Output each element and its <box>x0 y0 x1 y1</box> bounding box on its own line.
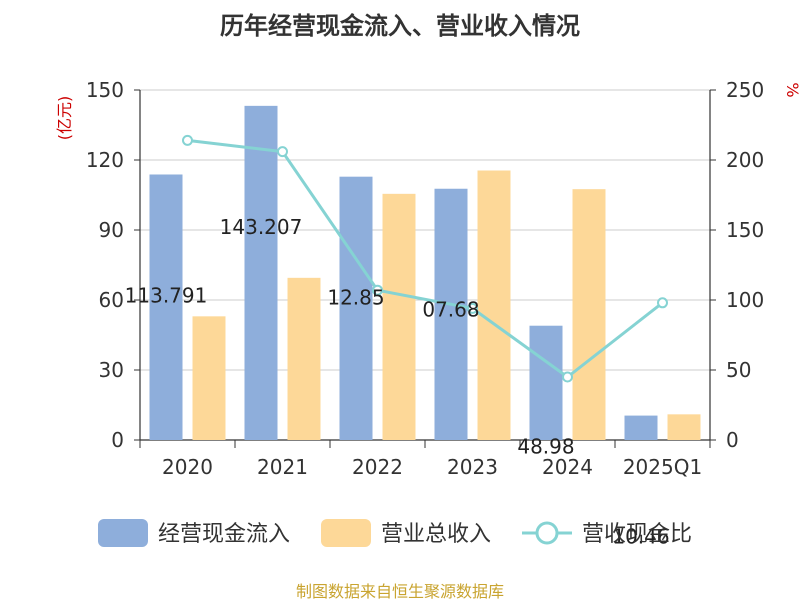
bar-cash-inflow <box>149 174 183 440</box>
data-label: 143.207 <box>220 215 303 239</box>
line-point <box>182 134 193 146</box>
chart-title: 历年经营现金流入、营业收入情况 <box>220 12 580 40</box>
bar-revenue <box>382 193 416 440</box>
x-tick-label: 2024 <box>542 455 593 479</box>
x-tick-label: 2021 <box>257 455 308 479</box>
y-left-tick-label: 90 <box>99 218 124 242</box>
data-label: 48.98 <box>517 435 574 459</box>
bar-revenue <box>572 189 606 440</box>
line-point <box>657 297 668 309</box>
line-cash-revenue-ratio <box>187 138 664 379</box>
bar-cash-inflow <box>339 176 373 440</box>
x-tick-label: 2022 <box>352 455 403 479</box>
source-note: 制图数据来自恒生聚源数据库 <box>295 582 504 601</box>
y-right-tick-label: 200 <box>726 148 764 172</box>
y-right-unit: % <box>783 82 800 97</box>
y-left-tick-label: 60 <box>99 288 124 312</box>
data-label: 113.791 <box>125 283 208 307</box>
y-right-tick-label: 150 <box>726 218 764 242</box>
bar-revenue <box>667 414 701 440</box>
y-right-tick-label: 250 <box>726 78 764 102</box>
line-point <box>372 284 383 296</box>
y-left-unit: (亿元) <box>55 96 74 141</box>
x-tick-label: 2023 <box>447 455 498 479</box>
bar-cash-inflow <box>244 105 278 440</box>
legend-swatch-ratio-marker <box>535 521 559 545</box>
legend-swatch-cash-inflow <box>98 519 148 547</box>
data-label: 12.85 <box>327 286 384 310</box>
bar-revenue <box>287 277 321 440</box>
legend-label-ratio: 营收现金比 <box>582 522 692 547</box>
bar-cash-inflow <box>624 415 658 440</box>
bar-cash-inflow <box>434 188 468 440</box>
bar-revenue <box>477 170 511 440</box>
data-label: 10.46 <box>612 525 669 549</box>
line-point <box>562 371 573 383</box>
x-tick-label: 2020 <box>162 455 213 479</box>
bar-cash-inflow <box>529 325 563 440</box>
x-tick-label: 2025Q1 <box>623 455 702 479</box>
legend-label-revenue: 营业总收入 <box>381 522 491 547</box>
y-right-tick-label: 50 <box>726 358 751 382</box>
y-left-tick-label: 120 <box>86 148 124 172</box>
line-point <box>277 146 288 158</box>
data-label: 07.68 <box>422 298 479 322</box>
legend-label-cash-inflow: 经营现金流入 <box>158 522 290 547</box>
y-right-tick-label: 100 <box>726 288 764 312</box>
y-right-tick-label: 0 <box>726 428 739 452</box>
line-point <box>467 302 478 314</box>
y-left-tick-label: 150 <box>86 78 124 102</box>
y-left-tick-label: 0 <box>111 428 124 452</box>
bar-revenue <box>192 316 226 440</box>
legend-swatch-revenue <box>321 519 371 547</box>
y-left-tick-label: 30 <box>99 358 124 382</box>
